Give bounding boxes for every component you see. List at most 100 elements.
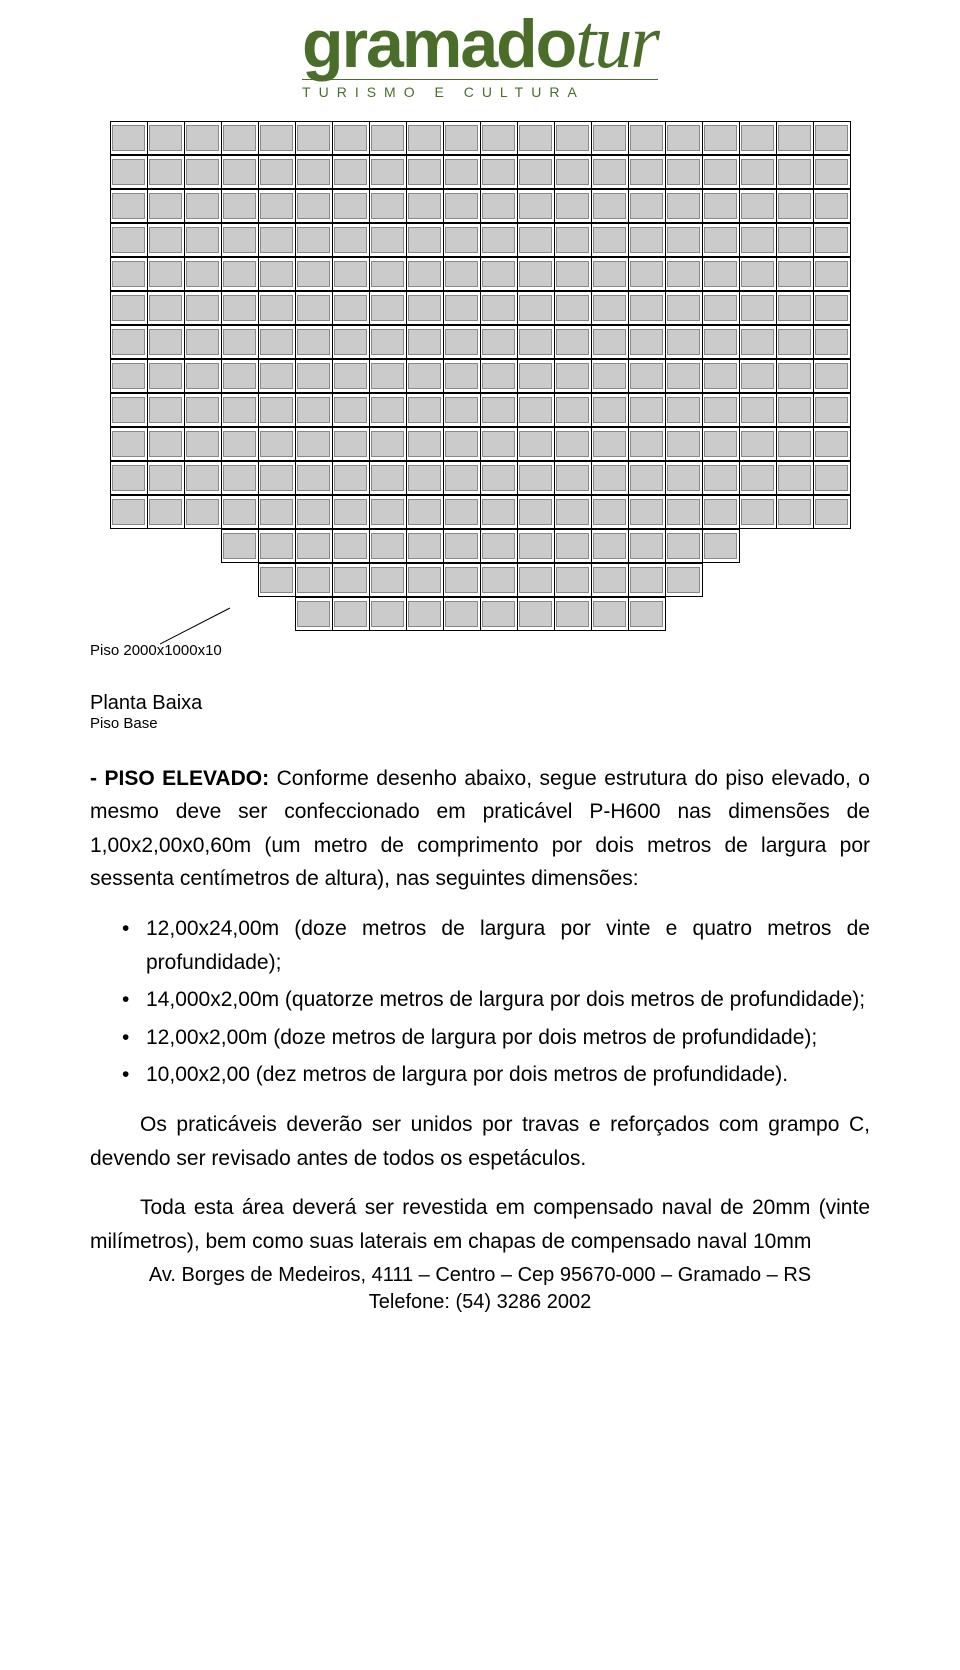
grid-cell	[332, 257, 370, 291]
grid-cell	[628, 529, 666, 563]
grid-cell	[702, 155, 740, 189]
grid-cell	[702, 189, 740, 223]
grid-cell	[221, 189, 259, 223]
grid-cell	[665, 291, 703, 325]
grid-cell	[517, 597, 555, 631]
grid-cell	[702, 121, 740, 155]
grid-cell	[406, 495, 444, 529]
grid-cell	[591, 155, 629, 189]
grid-cell	[406, 563, 444, 597]
grid-row	[90, 122, 870, 156]
grid-cell	[332, 223, 370, 257]
grid-cell	[443, 529, 481, 563]
grid-cell	[665, 427, 703, 461]
grid-cell	[776, 189, 814, 223]
grid-cell	[739, 495, 777, 529]
grid-cell	[406, 597, 444, 631]
page-footer: Av. Borges de Medeiros, 4111 – Centro – …	[90, 1262, 870, 1316]
grid-cell	[517, 189, 555, 223]
grid-cell	[480, 189, 518, 223]
grid-cell	[258, 257, 296, 291]
grid-cell	[369, 427, 407, 461]
grid-cell	[406, 291, 444, 325]
grid-cell	[295, 563, 333, 597]
grid-cell	[628, 155, 666, 189]
grid-cell	[813, 461, 851, 495]
grid-cell	[369, 257, 407, 291]
grid-cell	[628, 427, 666, 461]
grid-cell	[332, 291, 370, 325]
grid-cell	[369, 461, 407, 495]
grid-cell	[591, 223, 629, 257]
grid-cell	[591, 257, 629, 291]
grid-cell	[295, 291, 333, 325]
grid-cell	[517, 495, 555, 529]
grid-cell	[443, 495, 481, 529]
grid-cell	[591, 495, 629, 529]
grid-cell	[221, 359, 259, 393]
grid-cell	[517, 155, 555, 189]
grid-cell	[221, 291, 259, 325]
grid-row	[90, 530, 870, 564]
grid-cell	[258, 427, 296, 461]
grid-cell	[739, 223, 777, 257]
grid-cell	[295, 155, 333, 189]
grid-cell	[110, 359, 148, 393]
grid-cell	[295, 393, 333, 427]
grid-cell	[443, 121, 481, 155]
grid-cell	[147, 359, 185, 393]
grid-cell	[406, 461, 444, 495]
grid-cell	[702, 393, 740, 427]
grid-cell	[554, 461, 592, 495]
grid-cell	[628, 189, 666, 223]
grid-cell	[147, 461, 185, 495]
grid-cell	[813, 257, 851, 291]
grid-cell	[665, 495, 703, 529]
grid-cell	[702, 325, 740, 359]
grid-cell	[295, 359, 333, 393]
grid-row	[90, 258, 870, 292]
grid-row	[90, 360, 870, 394]
grid-cell	[110, 461, 148, 495]
grid-cell	[332, 529, 370, 563]
grid-cell	[369, 189, 407, 223]
grid-cell	[591, 121, 629, 155]
grid-cell	[628, 461, 666, 495]
grid-cell	[258, 155, 296, 189]
grid-cell	[184, 427, 222, 461]
grid-cell	[332, 155, 370, 189]
grid-cell	[184, 155, 222, 189]
grid-cell	[554, 563, 592, 597]
grid-cell	[628, 223, 666, 257]
grid-cell	[295, 325, 333, 359]
grid-cell	[776, 495, 814, 529]
grid-cell	[295, 189, 333, 223]
grid-cell	[480, 223, 518, 257]
grid-cell	[147, 427, 185, 461]
list-item: 12,00x24,00m (doze metros de largura por…	[90, 912, 870, 979]
grid-cell	[813, 359, 851, 393]
grid-cell	[554, 291, 592, 325]
grid-cell	[665, 529, 703, 563]
grid-cell	[110, 189, 148, 223]
grid-cell	[776, 461, 814, 495]
grid-cell	[739, 427, 777, 461]
grid-cell	[776, 393, 814, 427]
grid-cell	[184, 393, 222, 427]
grid-cell	[110, 223, 148, 257]
grid-cell	[591, 291, 629, 325]
grid-cell	[665, 461, 703, 495]
grid-cell	[406, 529, 444, 563]
grid-cell	[554, 529, 592, 563]
grid-cell	[184, 223, 222, 257]
grid-cell	[702, 291, 740, 325]
grid-cell	[295, 529, 333, 563]
grid-cell	[295, 495, 333, 529]
grid-cell	[665, 359, 703, 393]
grid-cell	[739, 325, 777, 359]
grid-cell	[813, 325, 851, 359]
grid-cell	[295, 257, 333, 291]
piso-base-label: Piso Base	[90, 715, 870, 732]
grid-cell	[369, 223, 407, 257]
grid-cell	[221, 427, 259, 461]
